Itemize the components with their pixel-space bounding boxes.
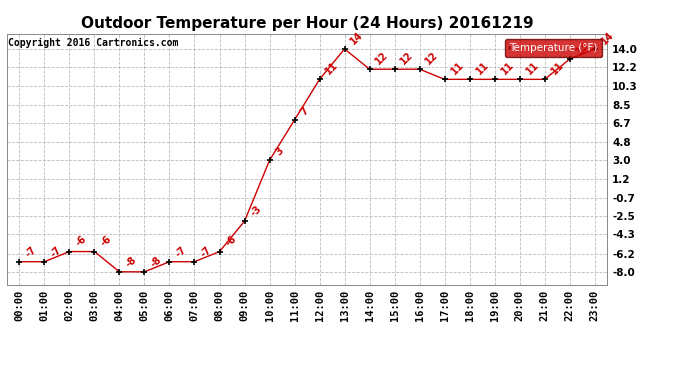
Text: 7: 7 <box>299 105 310 117</box>
Text: -8: -8 <box>148 254 164 269</box>
Text: -6: -6 <box>99 234 113 249</box>
Text: 11: 11 <box>474 60 491 76</box>
Text: 11: 11 <box>524 60 540 76</box>
Text: 11: 11 <box>324 60 340 76</box>
Text: -7: -7 <box>23 244 38 259</box>
Text: 11: 11 <box>499 60 515 76</box>
Text: 14: 14 <box>348 30 365 46</box>
Text: 14: 14 <box>599 30 615 46</box>
Text: -3: -3 <box>248 204 264 218</box>
Text: 12: 12 <box>424 50 440 66</box>
Text: 3: 3 <box>274 146 286 158</box>
Text: -8: -8 <box>124 254 139 269</box>
Text: 11: 11 <box>448 60 465 76</box>
Text: -6: -6 <box>74 234 88 249</box>
Text: 12: 12 <box>399 50 415 66</box>
Text: -7: -7 <box>199 244 213 259</box>
Legend: Temperature (°F): Temperature (°F) <box>505 39 602 57</box>
Text: 13: 13 <box>574 40 591 56</box>
Text: -7: -7 <box>174 244 188 259</box>
Text: 11: 11 <box>549 60 565 76</box>
Text: -6: -6 <box>224 234 238 249</box>
Text: Copyright 2016 Cartronics.com: Copyright 2016 Cartronics.com <box>8 38 179 48</box>
Text: -7: -7 <box>48 244 63 259</box>
Text: 12: 12 <box>374 50 391 66</box>
Title: Outdoor Temperature per Hour (24 Hours) 20161219: Outdoor Temperature per Hour (24 Hours) … <box>81 16 533 31</box>
